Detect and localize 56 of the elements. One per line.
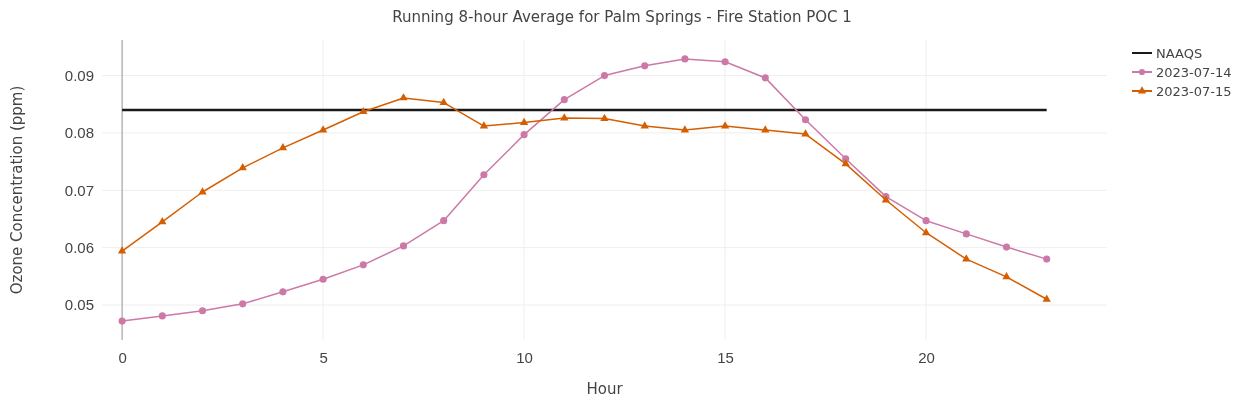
point [279,288,287,296]
point [962,254,971,262]
point [399,93,408,101]
point [1002,272,1011,280]
y-axis-title: Ozone Concentration (ppm) [8,85,26,295]
point [841,159,850,167]
legend-label: 2023-07-15 [1156,84,1232,99]
y-tick-label: 0.06 [64,238,94,256]
x-tick-label: 15 [717,348,734,366]
point [1043,255,1051,263]
point [238,163,247,171]
point [801,129,810,137]
point [399,242,408,250]
point [681,55,689,63]
chart-title: Running 8-hour Average for Palm Springs - Fire Station POC 1 [392,8,852,26]
point [720,121,730,129]
legend-label: 2023-07-14 [1156,65,1232,80]
point [600,113,609,121]
point [962,230,970,238]
point [600,72,609,80]
y-tick-label: 0.08 [64,124,94,142]
y-tick-label: 0.07 [64,181,94,199]
point [278,143,288,151]
point [439,97,448,105]
point [117,246,127,254]
point [239,300,247,308]
point [721,58,729,66]
x-tick-label: 20 [918,348,935,366]
point [158,312,166,320]
point [359,261,367,269]
point [922,217,930,225]
x-tick-label: 10 [516,348,533,366]
point [801,116,810,124]
point [761,74,769,82]
x-axis-title: Hour [586,380,624,398]
point [1042,294,1051,302]
x-tick-label: 0 [118,348,127,366]
x-tick-label: 5 [319,348,328,366]
point [641,62,649,70]
point [921,227,931,236]
point [520,131,528,139]
point [318,125,328,133]
point [519,117,529,125]
point [319,275,327,283]
point [118,317,126,325]
y-tick-label: 0.05 [64,296,94,314]
point [480,171,488,179]
legend-label: NAAQS [1156,46,1203,61]
point [440,217,448,225]
point [1002,243,1011,251]
point [198,187,207,195]
point [198,307,207,315]
point [359,106,368,115]
point [158,217,167,225]
y-tick-label: 0.09 [64,66,94,84]
point [560,96,568,104]
